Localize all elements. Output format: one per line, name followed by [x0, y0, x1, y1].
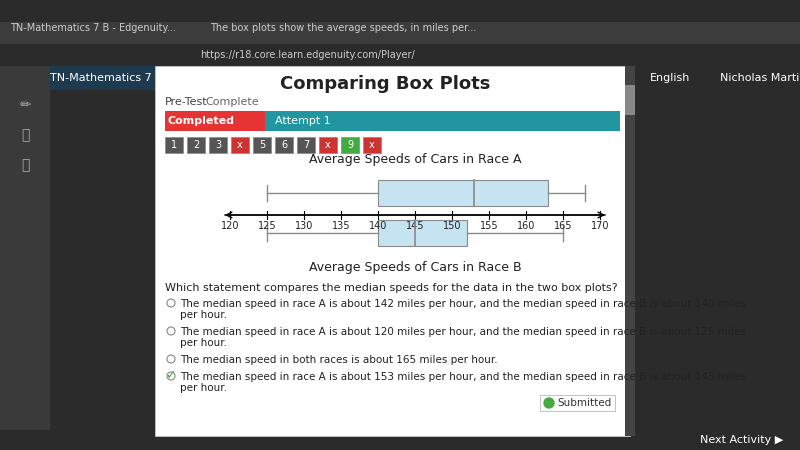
Text: 3: 3 [215, 140, 221, 150]
FancyBboxPatch shape [635, 66, 800, 436]
FancyBboxPatch shape [297, 137, 315, 153]
Text: 155: 155 [480, 221, 498, 231]
Text: x: x [325, 140, 331, 150]
Circle shape [167, 355, 175, 363]
FancyBboxPatch shape [0, 430, 800, 450]
Text: TN-Mathematics 7 B: TN-Mathematics 7 B [50, 73, 163, 83]
Text: TN-Mathematics 7 B - Edgenuity...: TN-Mathematics 7 B - Edgenuity... [10, 23, 176, 33]
Text: Which statement compares the median speeds for the data in the two box plots?: Which statement compares the median spee… [165, 283, 618, 293]
Circle shape [544, 398, 554, 408]
Text: Pre-Test: Pre-Test [165, 97, 208, 107]
Text: Average Speeds of Cars in Race A: Average Speeds of Cars in Race A [309, 153, 522, 166]
Text: 160: 160 [517, 221, 535, 231]
FancyBboxPatch shape [540, 395, 615, 411]
Text: 135: 135 [332, 221, 350, 231]
Text: Completed: Completed [168, 116, 235, 126]
Text: 1: 1 [171, 140, 177, 150]
Text: ✏: ✏ [19, 98, 31, 112]
FancyBboxPatch shape [363, 137, 381, 153]
Text: 120: 120 [221, 221, 239, 231]
Text: per hour.: per hour. [180, 310, 227, 320]
Text: x: x [369, 140, 375, 150]
FancyBboxPatch shape [187, 137, 205, 153]
FancyBboxPatch shape [319, 137, 337, 153]
Text: English: English [650, 73, 690, 83]
Text: Comparing Box Plots: Comparing Box Plots [280, 75, 490, 93]
FancyBboxPatch shape [165, 137, 183, 153]
FancyBboxPatch shape [165, 111, 265, 131]
FancyBboxPatch shape [341, 137, 359, 153]
FancyBboxPatch shape [209, 137, 227, 153]
Text: The median speed in race A is about 142 miles per hour, and the median speed in : The median speed in race A is about 142 … [180, 299, 746, 309]
Text: 9: 9 [347, 140, 353, 150]
FancyBboxPatch shape [0, 44, 800, 66]
Text: per hour.: per hour. [180, 338, 227, 348]
FancyBboxPatch shape [625, 66, 635, 436]
Text: 2: 2 [193, 140, 199, 150]
Text: The median speed in race A is about 120 miles per hour, and the median speed in : The median speed in race A is about 120 … [180, 327, 746, 337]
FancyBboxPatch shape [0, 66, 800, 90]
FancyBboxPatch shape [0, 22, 800, 44]
Text: 165: 165 [554, 221, 572, 231]
Text: 5: 5 [259, 140, 265, 150]
Text: Next Activity ▶: Next Activity ▶ [700, 435, 783, 445]
Text: 6: 6 [281, 140, 287, 150]
Text: 🔊: 🔊 [21, 128, 29, 142]
FancyBboxPatch shape [625, 85, 635, 115]
FancyBboxPatch shape [378, 220, 467, 246]
Text: Nicholas Martin: Nicholas Martin [720, 73, 800, 83]
Text: 7: 7 [303, 140, 309, 150]
Text: The median speed in both races is about 165 miles per hour.: The median speed in both races is about … [180, 355, 498, 365]
Text: per hour.: per hour. [180, 383, 227, 393]
Text: Complete: Complete [205, 97, 258, 107]
Text: Attempt 1: Attempt 1 [275, 116, 330, 126]
Circle shape [167, 327, 175, 335]
FancyBboxPatch shape [275, 137, 293, 153]
FancyBboxPatch shape [253, 137, 271, 153]
FancyBboxPatch shape [378, 180, 548, 206]
FancyBboxPatch shape [155, 66, 630, 436]
Text: 125: 125 [258, 221, 276, 231]
Text: ✓: ✓ [165, 369, 175, 382]
Text: https://r18.core.learn.edgenuity.com/Player/: https://r18.core.learn.edgenuity.com/Pla… [200, 50, 414, 60]
FancyBboxPatch shape [0, 66, 50, 450]
Text: Average Speeds of Cars in Race B: Average Speeds of Cars in Race B [309, 261, 522, 274]
FancyBboxPatch shape [165, 111, 620, 131]
Text: The box plots show the average speeds, in miles per...: The box plots show the average speeds, i… [210, 23, 476, 33]
FancyBboxPatch shape [0, 0, 800, 22]
Text: The median speed in race A is about 153 miles per hour, and the median speed in : The median speed in race A is about 153 … [180, 372, 746, 382]
Text: 130: 130 [295, 221, 313, 231]
FancyBboxPatch shape [231, 137, 249, 153]
Circle shape [167, 299, 175, 307]
Text: 📋: 📋 [21, 158, 29, 172]
Circle shape [167, 372, 175, 380]
Text: 150: 150 [442, 221, 462, 231]
Text: Submitted: Submitted [557, 398, 611, 408]
Text: 140: 140 [369, 221, 387, 231]
Text: 145: 145 [406, 221, 424, 231]
Text: x: x [237, 140, 243, 150]
Text: 170: 170 [590, 221, 610, 231]
